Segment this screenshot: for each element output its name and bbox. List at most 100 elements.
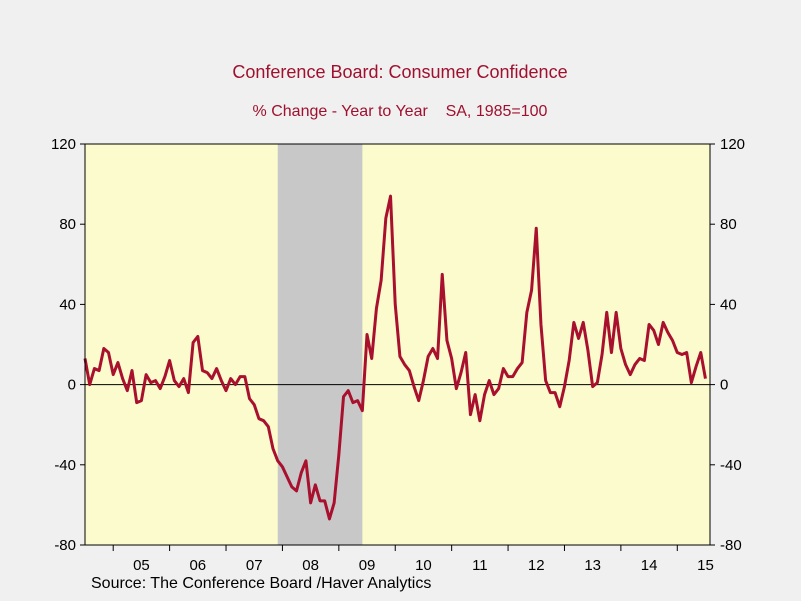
data-point — [155, 380, 156, 381]
x-tick-label: 12 — [528, 557, 545, 574]
data-point — [522, 362, 523, 363]
data-point — [418, 400, 419, 401]
x-tick-label: 13 — [584, 557, 601, 574]
data-point — [296, 490, 297, 491]
data-point — [653, 330, 654, 331]
data-point — [536, 228, 537, 229]
data-point — [108, 352, 109, 353]
data-point — [315, 484, 316, 485]
data-point — [99, 370, 100, 371]
data-point — [592, 386, 593, 387]
data-point — [357, 400, 358, 401]
data-point — [103, 348, 104, 349]
data-point — [672, 340, 673, 341]
data-point — [127, 390, 128, 391]
data-point — [663, 322, 664, 323]
data-point — [559, 406, 560, 407]
data-point — [620, 348, 621, 349]
chart-title: Conference Board: Consumer Confidence — [232, 62, 567, 82]
data-point — [254, 404, 255, 405]
data-point — [578, 338, 579, 339]
data-point — [244, 376, 245, 377]
data-point — [404, 364, 405, 365]
right-tick-label: 0 — [720, 377, 728, 394]
right-axis: -80 -40 0 40 80 120 — [710, 136, 745, 554]
data-point — [174, 380, 175, 381]
x-tick-label: 11 — [472, 557, 488, 574]
data-point — [305, 460, 306, 461]
data-point — [545, 380, 546, 381]
data-point — [221, 380, 222, 381]
right-tick-label: 80 — [720, 216, 737, 233]
x-tick-label: 06 — [189, 557, 206, 574]
left-tick-label: 40 — [59, 296, 76, 313]
data-point — [117, 362, 118, 363]
data-point — [366, 334, 367, 335]
data-point — [211, 378, 212, 379]
data-point — [409, 370, 410, 371]
data-point — [606, 312, 607, 313]
data-point — [428, 356, 429, 357]
data-point — [188, 392, 189, 393]
data-point — [282, 466, 283, 467]
data-point — [146, 374, 147, 375]
source-note: Source: The Conference Board /Haver Anal… — [91, 575, 431, 592]
data-point — [681, 354, 682, 355]
data-point — [573, 322, 574, 323]
x-tick-label: 05 — [133, 557, 150, 574]
data-point — [249, 398, 250, 399]
data-point — [489, 380, 490, 381]
data-point — [395, 304, 396, 305]
data-point — [230, 378, 231, 379]
data-point — [197, 336, 198, 337]
data-point — [277, 460, 278, 461]
x-tick-label: 10 — [415, 557, 432, 574]
data-point — [507, 376, 508, 377]
data-point — [202, 370, 203, 371]
data-point — [413, 386, 414, 387]
recession-band — [277, 144, 363, 545]
data-point — [338, 454, 339, 455]
right-tick-label: 40 — [720, 296, 737, 313]
data-point — [569, 360, 570, 361]
data-point — [122, 378, 123, 379]
data-point — [554, 392, 555, 393]
data-point — [451, 358, 452, 359]
data-point — [479, 420, 480, 421]
data-point — [695, 366, 696, 367]
data-point — [164, 376, 165, 377]
data-point — [423, 380, 424, 381]
data-point — [512, 376, 513, 377]
data-point — [272, 448, 273, 449]
data-point — [526, 312, 527, 313]
x-tick-label: 09 — [359, 557, 376, 574]
data-point — [301, 472, 302, 473]
data-point — [625, 364, 626, 365]
data-point — [287, 476, 288, 477]
data-point — [616, 312, 617, 313]
data-point — [517, 368, 518, 369]
x-axis: 05 06 07 08 09 10 11 12 13 14 15 — [112, 545, 714, 574]
data-point — [216, 368, 217, 369]
data-point — [583, 322, 584, 323]
data-point — [432, 348, 433, 349]
left-tick-label: 80 — [59, 216, 76, 233]
data-point — [89, 384, 90, 385]
data-point — [131, 370, 132, 371]
data-point — [686, 352, 687, 353]
data-point — [113, 374, 114, 375]
data-point — [597, 382, 598, 383]
data-point — [207, 372, 208, 373]
data-point — [456, 388, 457, 389]
data-point — [503, 368, 504, 369]
data-point — [141, 400, 142, 401]
data-point — [263, 420, 264, 421]
data-point — [564, 386, 565, 387]
data-point — [291, 486, 292, 487]
x-tick-label: 08 — [302, 557, 319, 574]
data-point — [385, 218, 386, 219]
left-tick-label: 0 — [68, 377, 76, 394]
right-tick-label: 120 — [720, 136, 745, 153]
data-point — [240, 376, 241, 377]
